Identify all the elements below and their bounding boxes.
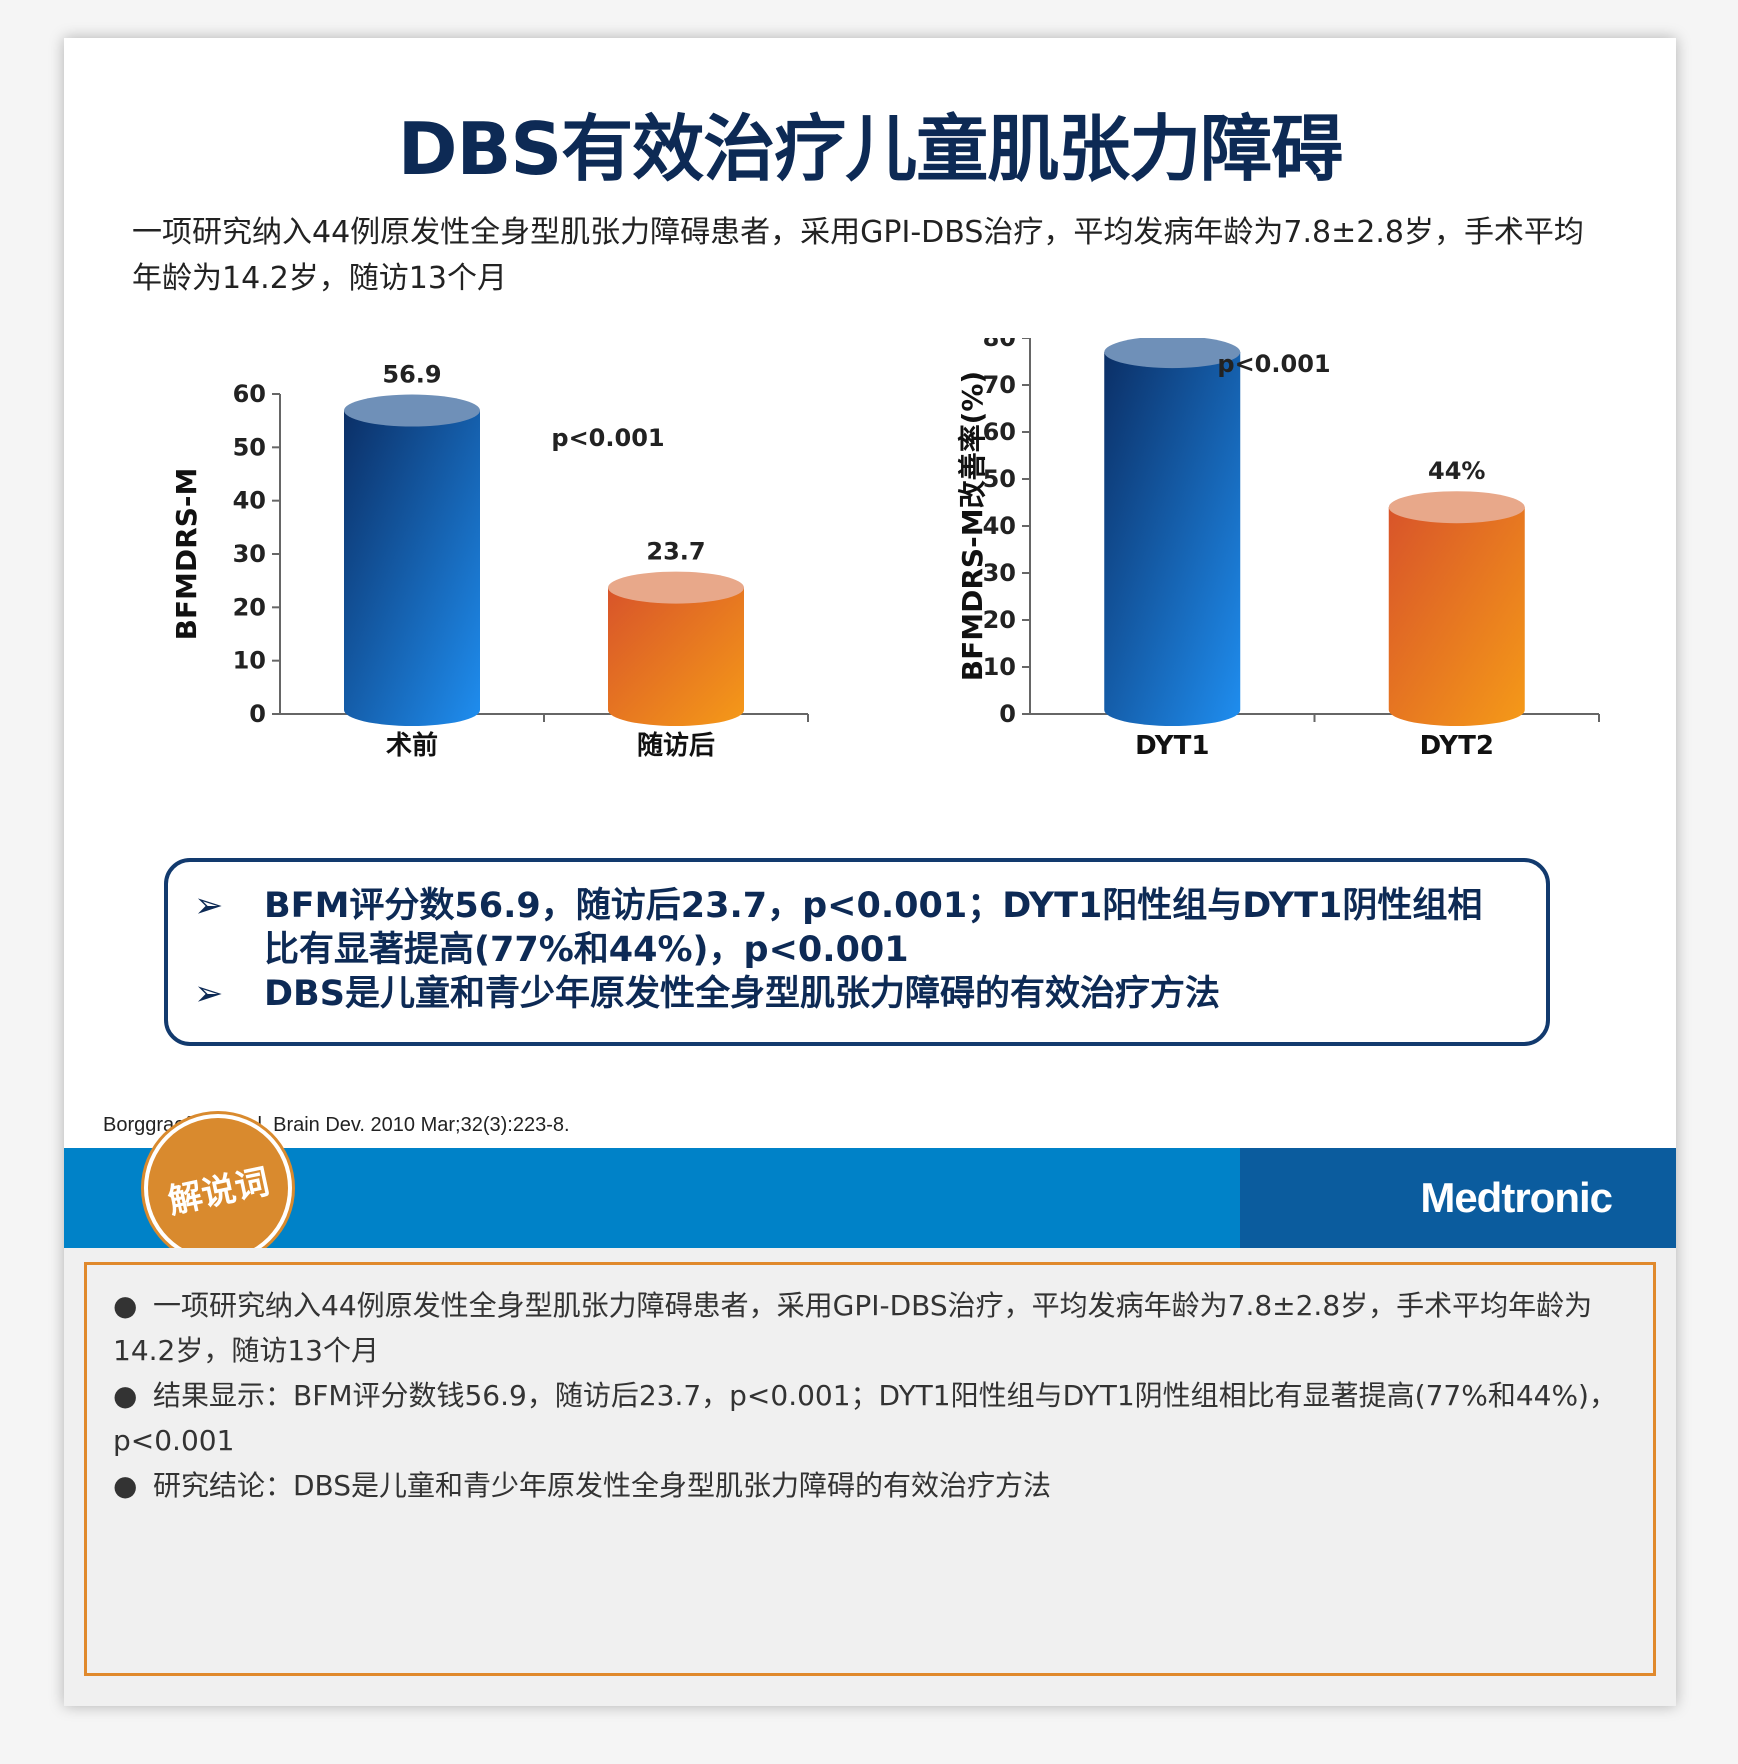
summary-item: ➢ BFM评分数56.9，随访后23.7，p<0.001；DYT1阳性组与DYT…: [194, 884, 1504, 972]
notes-badge: 解说词: [148, 1118, 288, 1258]
y-tick-label: 50: [983, 465, 1016, 493]
footer-band: Medtronic: [64, 1148, 1676, 1248]
y-tick-label: 0: [999, 700, 1016, 728]
y-tick-label: 50: [233, 433, 266, 461]
intro-text: 一项研究纳入44例原发性全身型肌张力障碍患者，采用GPI-DBS治疗，平均发病年…: [132, 215, 1584, 296]
y-tick-label: 20: [233, 593, 266, 621]
bar-cap: [344, 394, 480, 427]
bar-cap: [1388, 491, 1525, 524]
bar-cap: [1104, 338, 1241, 369]
bar-body: [344, 410, 480, 726]
y-axis-label: BFMDRS-M改善率(%): [956, 371, 989, 681]
y-tick-label: 30: [983, 559, 1016, 587]
y-tick-label: 60: [983, 418, 1016, 446]
data-label: 23.7: [646, 538, 705, 566]
bar-body: [1388, 507, 1525, 726]
badge-label: 解说词: [164, 1161, 273, 1223]
p-value-annotation: p<0.001: [551, 424, 664, 452]
speaker-notes: ● 一项研究纳入44例原发性全身型肌张力障碍患者，采用GPI-DBS治疗，平均发病…: [113, 1283, 1633, 1508]
page-title: DBS有效治疗儿童肌张力障碍: [397, 107, 1344, 191]
x-tick-label: DYT1: [1135, 731, 1209, 761]
chart-bfmdrs-score: 0 10 20 30 40 50 60 BFMDRS-M 56.9 术前 23.7 随访后 p<0.00…: [108, 338, 828, 798]
x-tick-label: 随访后: [637, 730, 715, 761]
bar-1: [1104, 338, 1241, 726]
bar-cap: [608, 571, 744, 604]
bullet-dot-icon: ●: [113, 1289, 138, 1322]
notes-area: ● 一项研究纳入44例原发性全身型肌张力障碍患者，采用GPI-DBS治疗，平均发病…: [64, 1248, 1676, 1706]
data-label: 56.9: [382, 361, 441, 389]
note-text: 结果显示：BFM评分数钱56.9，随访后23.7，p<0.001；DYT1阳性组…: [113, 1379, 1617, 1457]
bar-body: [608, 587, 744, 726]
data-label: 44%: [1428, 457, 1485, 485]
note-item: ● 结果显示：BFM评分数钱56.9，随访后23.7，p<0.001；DYT1阳性…: [113, 1373, 1633, 1463]
arrow-bullet-icon: ➢: [194, 974, 224, 1014]
y-tick-label: 30: [233, 540, 266, 568]
chart-svg: 01020304050607080BFMDRS-M改善率(%)77%DYT144…: [956, 338, 1600, 761]
slide: DBS有效治疗儿童肌张力障碍 一项研究纳入44例原发性全身型肌张力障碍患者，采用…: [64, 38, 1676, 1706]
y-tick-label: 20: [983, 606, 1016, 634]
brand-logo: Medtronic: [1420, 1174, 1613, 1221]
y-tick-label: 60: [233, 380, 266, 408]
bullet-dot-icon: ●: [113, 1379, 138, 1412]
y-tick-label: 40: [983, 512, 1016, 540]
bar-2: [608, 571, 744, 726]
note-text: 一项研究纳入44例原发性全身型肌张力障碍患者，采用GPI-DBS治疗，平均发病年…: [113, 1289, 1593, 1367]
arrow-bullet-icon: ➢: [194, 886, 224, 926]
y-tick-label: 10: [233, 647, 266, 675]
bar-1: [344, 394, 480, 726]
notes-box: ● 一项研究纳入44例原发性全身型肌张力障碍患者，采用GPI-DBS治疗，平均发病…: [84, 1262, 1656, 1676]
y-tick-label: 70: [983, 371, 1016, 399]
x-tick-label: DYT2: [1420, 731, 1494, 761]
y-axis-label: BFMDRS-M: [170, 468, 203, 641]
brand-panel: Medtronic: [1240, 1148, 1676, 1248]
p-value-annotation: p<0.001: [1217, 350, 1330, 378]
y-tick-label: 80: [983, 338, 1016, 352]
summary-text: BFM评分数56.9，随访后23.7，p<0.001；DYT1阳性组与DYT1阴…: [264, 886, 1483, 970]
x-tick-label: 术前: [386, 730, 438, 761]
y-tick-label: 40: [233, 487, 266, 515]
bar-body: [1104, 352, 1241, 726]
bar-2: [1388, 491, 1525, 726]
summary-text: DBS是儿童和青少年原发性全身型肌张力障碍的有效治疗方法: [264, 974, 1220, 1014]
chart-improvement-rate: 01020304050607080BFMDRS-M改善率(%)77%DYT144…: [864, 338, 1604, 798]
summary-box: ➢ BFM评分数56.9，随访后23.7，p<0.001；DYT1阳性组与DYT…: [164, 858, 1550, 1046]
y-tick-label: 10: [983, 653, 1016, 681]
note-text: 研究结论：DBS是儿童和青少年原发性全身型肌张力障碍的有效治疗方法: [153, 1469, 1052, 1502]
chart-svg: 0 10 20 30 40 50 60 BFMDRS-M 56.9 术前 23.7 随访后 p<0.00…: [170, 361, 809, 761]
note-item: ● 一项研究纳入44例原发性全身型肌张力障碍患者，采用GPI-DBS治疗，平均发病…: [113, 1283, 1633, 1373]
summary-item: ➢ DBS是儿童和青少年原发性全身型肌张力障碍的有效治疗方法: [194, 972, 1504, 1016]
bullet-dot-icon: ●: [113, 1469, 138, 1502]
note-item: ● 研究结论：DBS是儿童和青少年原发性全身型肌张力障碍的有效治疗方法: [113, 1463, 1633, 1508]
y-tick-label: 0: [249, 700, 266, 728]
